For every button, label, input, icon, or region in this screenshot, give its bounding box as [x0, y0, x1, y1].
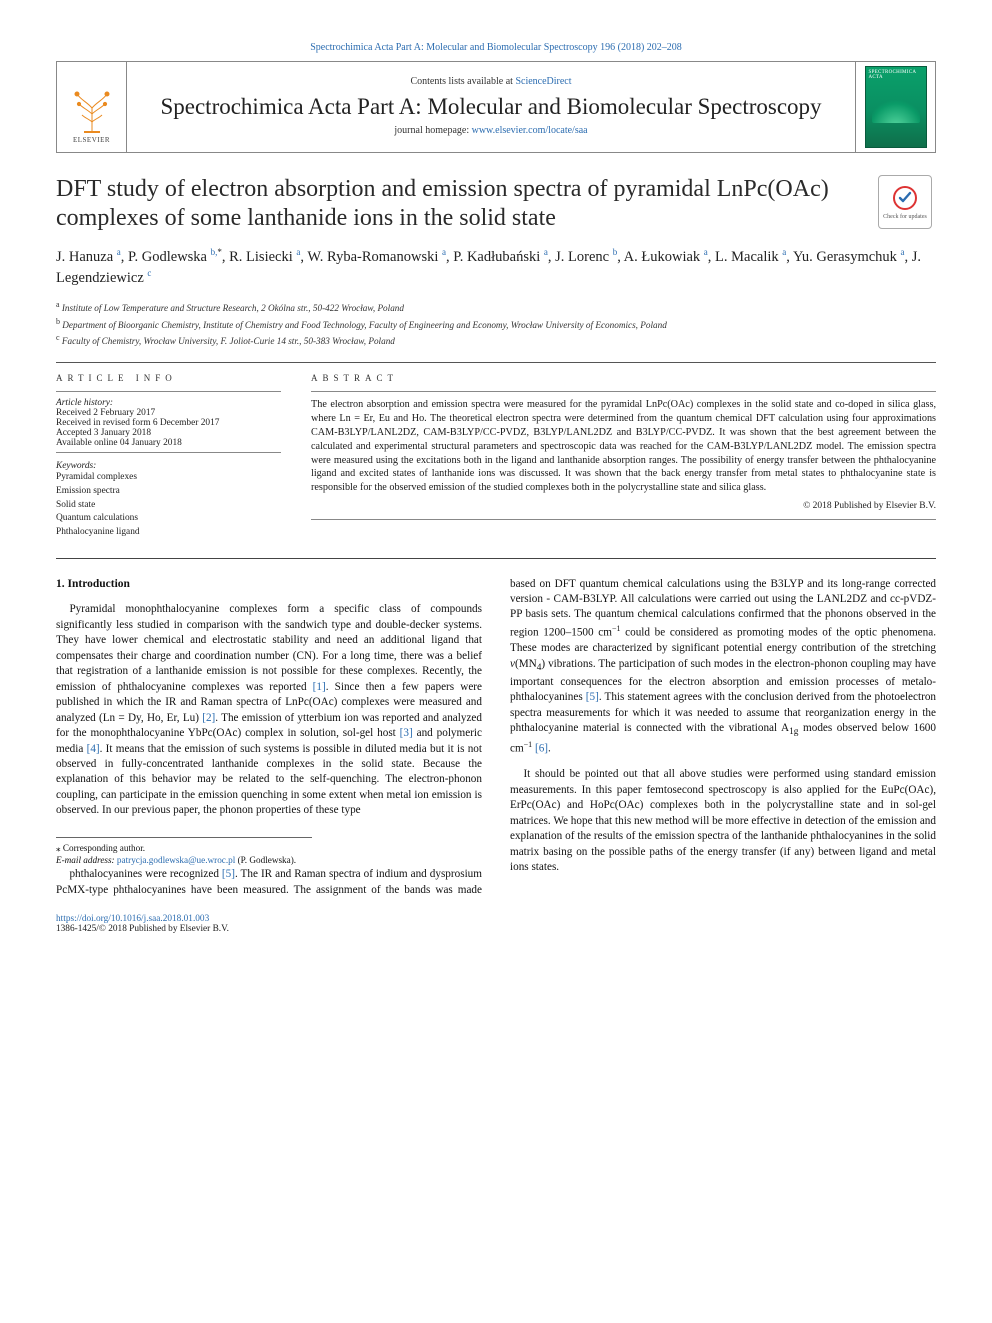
- running-header: Spectrochimica Acta Part A: Molecular an…: [56, 42, 936, 53]
- section-1-title: 1. Introduction: [56, 577, 482, 593]
- abstract-copyright: © 2018 Published by Elsevier B.V.: [311, 501, 936, 511]
- article-info-label: ARTICLE INFO: [56, 373, 281, 383]
- corresponding-author-block: ⁎ Corresponding author. E-mail address: …: [56, 837, 312, 867]
- article-history: Article history: Received 2 February 201…: [56, 398, 281, 448]
- issn-copyright: 1386-1425/© 2018 Published by Elsevier B…: [56, 924, 229, 934]
- article-info-column: ARTICLE INFO Article history: Received 2…: [56, 373, 281, 539]
- corresponding-email-link[interactable]: patrycja.godlewska@ue.wroc.pl: [117, 855, 235, 865]
- journal-homepage-line: journal homepage: www.elsevier.com/locat…: [135, 125, 847, 136]
- affiliations: a Institute of Low Temperature and Struc…: [56, 299, 936, 348]
- divider: [56, 452, 281, 453]
- running-header-link[interactable]: Spectrochimica Acta Part A: Molecular an…: [310, 42, 682, 53]
- page-footer: https://doi.org/10.1016/j.saa.2018.01.00…: [56, 914, 936, 934]
- masthead-center: Contents lists available at ScienceDirec…: [127, 62, 855, 152]
- divider: [56, 362, 936, 363]
- keywords-label: Keywords:: [56, 461, 281, 471]
- history-received: Received 2 February 2017: [56, 408, 281, 418]
- contents-prefix: Contents lists available at: [410, 76, 515, 87]
- history-label: Article history:: [56, 398, 113, 408]
- keyword: Solid state: [56, 499, 281, 513]
- contents-available-line: Contents lists available at ScienceDirec…: [135, 76, 847, 87]
- journal-homepage-link[interactable]: www.elsevier.com/locate/saa: [472, 125, 588, 136]
- email-prefix: E-mail address:: [56, 855, 117, 865]
- keyword: Pyramidal complexes: [56, 471, 281, 485]
- article-info-abstract-row: ARTICLE INFO Article history: Received 2…: [56, 373, 936, 539]
- abstract-label: ABSTRACT: [311, 373, 936, 383]
- cover-thumb-art: [872, 95, 920, 123]
- keyword: Emission spectra: [56, 485, 281, 499]
- ref-link-4[interactable]: [4]: [87, 743, 100, 755]
- ref-link-3[interactable]: [3]: [400, 727, 413, 739]
- divider: [311, 391, 936, 392]
- ref-link-1[interactable]: [1]: [313, 681, 326, 693]
- ref-link-5[interactable]: [5]: [222, 868, 235, 880]
- article-header: DFT study of electron absorption and emi…: [56, 175, 936, 246]
- article-body: 1. Introduction Pyramidal monophthalocya…: [56, 577, 936, 898]
- history-revised: Received in revised form 6 December 2017: [56, 418, 281, 428]
- intro-para-3: It should be pointed out that all above …: [510, 767, 936, 875]
- corresponding-label: ⁎ Corresponding author.: [56, 842, 312, 855]
- ref-link-2[interactable]: [2]: [202, 712, 215, 724]
- cover-thumb-box: SPECTROCHIMICA ACTA: [855, 62, 935, 152]
- divider: [56, 558, 936, 559]
- publisher-name: ELSEVIER: [69, 136, 115, 144]
- crossmark-badge[interactable]: Check for updates: [878, 175, 932, 229]
- history-online: Available online 04 January 2018: [56, 438, 281, 448]
- page: Spectrochimica Acta Part A: Molecular an…: [0, 0, 992, 974]
- affiliation-c: c Faculty of Chemistry, Wrocław Universi…: [56, 332, 936, 348]
- ref-link-5b[interactable]: [5]: [586, 691, 599, 703]
- ref-link-6[interactable]: [6]: [535, 743, 548, 755]
- journal-title: Spectrochimica Acta Part A: Molecular an…: [135, 93, 847, 121]
- keyword: Quantum calculations: [56, 512, 281, 526]
- footer-left: https://doi.org/10.1016/j.saa.2018.01.00…: [56, 914, 229, 934]
- history-accepted: Accepted 3 January 2018: [56, 428, 281, 438]
- publisher-logo-box: ELSEVIER: [57, 62, 127, 152]
- intro-para-1: Pyramidal monophthalocyanine complexes f…: [56, 602, 482, 818]
- keyword: Phthalocyanine ligand: [56, 526, 281, 540]
- corresponding-who: (P. Godlewska).: [235, 855, 296, 865]
- sciencedirect-link[interactable]: ScienceDirect: [515, 76, 571, 87]
- author-list: J. Hanuza a, P. Godlewska b,*, R. Lisiec…: [56, 246, 936, 290]
- journal-cover-thumbnail: SPECTROCHIMICA ACTA: [865, 66, 927, 148]
- elsevier-tree-icon: [69, 84, 115, 134]
- crossmark-icon: [892, 185, 918, 211]
- affiliation-a: a Institute of Low Temperature and Struc…: [56, 299, 936, 315]
- crossmark-label: Check for updates: [883, 214, 927, 220]
- abstract-column: ABSTRACT The electron absorption and emi…: [311, 373, 936, 539]
- keywords-list: Pyramidal complexes Emission spectra Sol…: [56, 471, 281, 539]
- divider: [56, 391, 281, 392]
- divider: [311, 519, 936, 520]
- cover-thumb-title: SPECTROCHIMICA ACTA: [869, 70, 923, 80]
- homepage-prefix: journal homepage:: [394, 125, 471, 136]
- abstract-text: The electron absorption and emission spe…: [311, 398, 936, 494]
- affiliation-b: b Department of Bioorganic Chemistry, In…: [56, 316, 936, 332]
- article-title: DFT study of electron absorption and emi…: [56, 175, 864, 234]
- journal-masthead: ELSEVIER Contents lists available at Sci…: [56, 61, 936, 153]
- doi-link[interactable]: https://doi.org/10.1016/j.saa.2018.01.00…: [56, 914, 209, 924]
